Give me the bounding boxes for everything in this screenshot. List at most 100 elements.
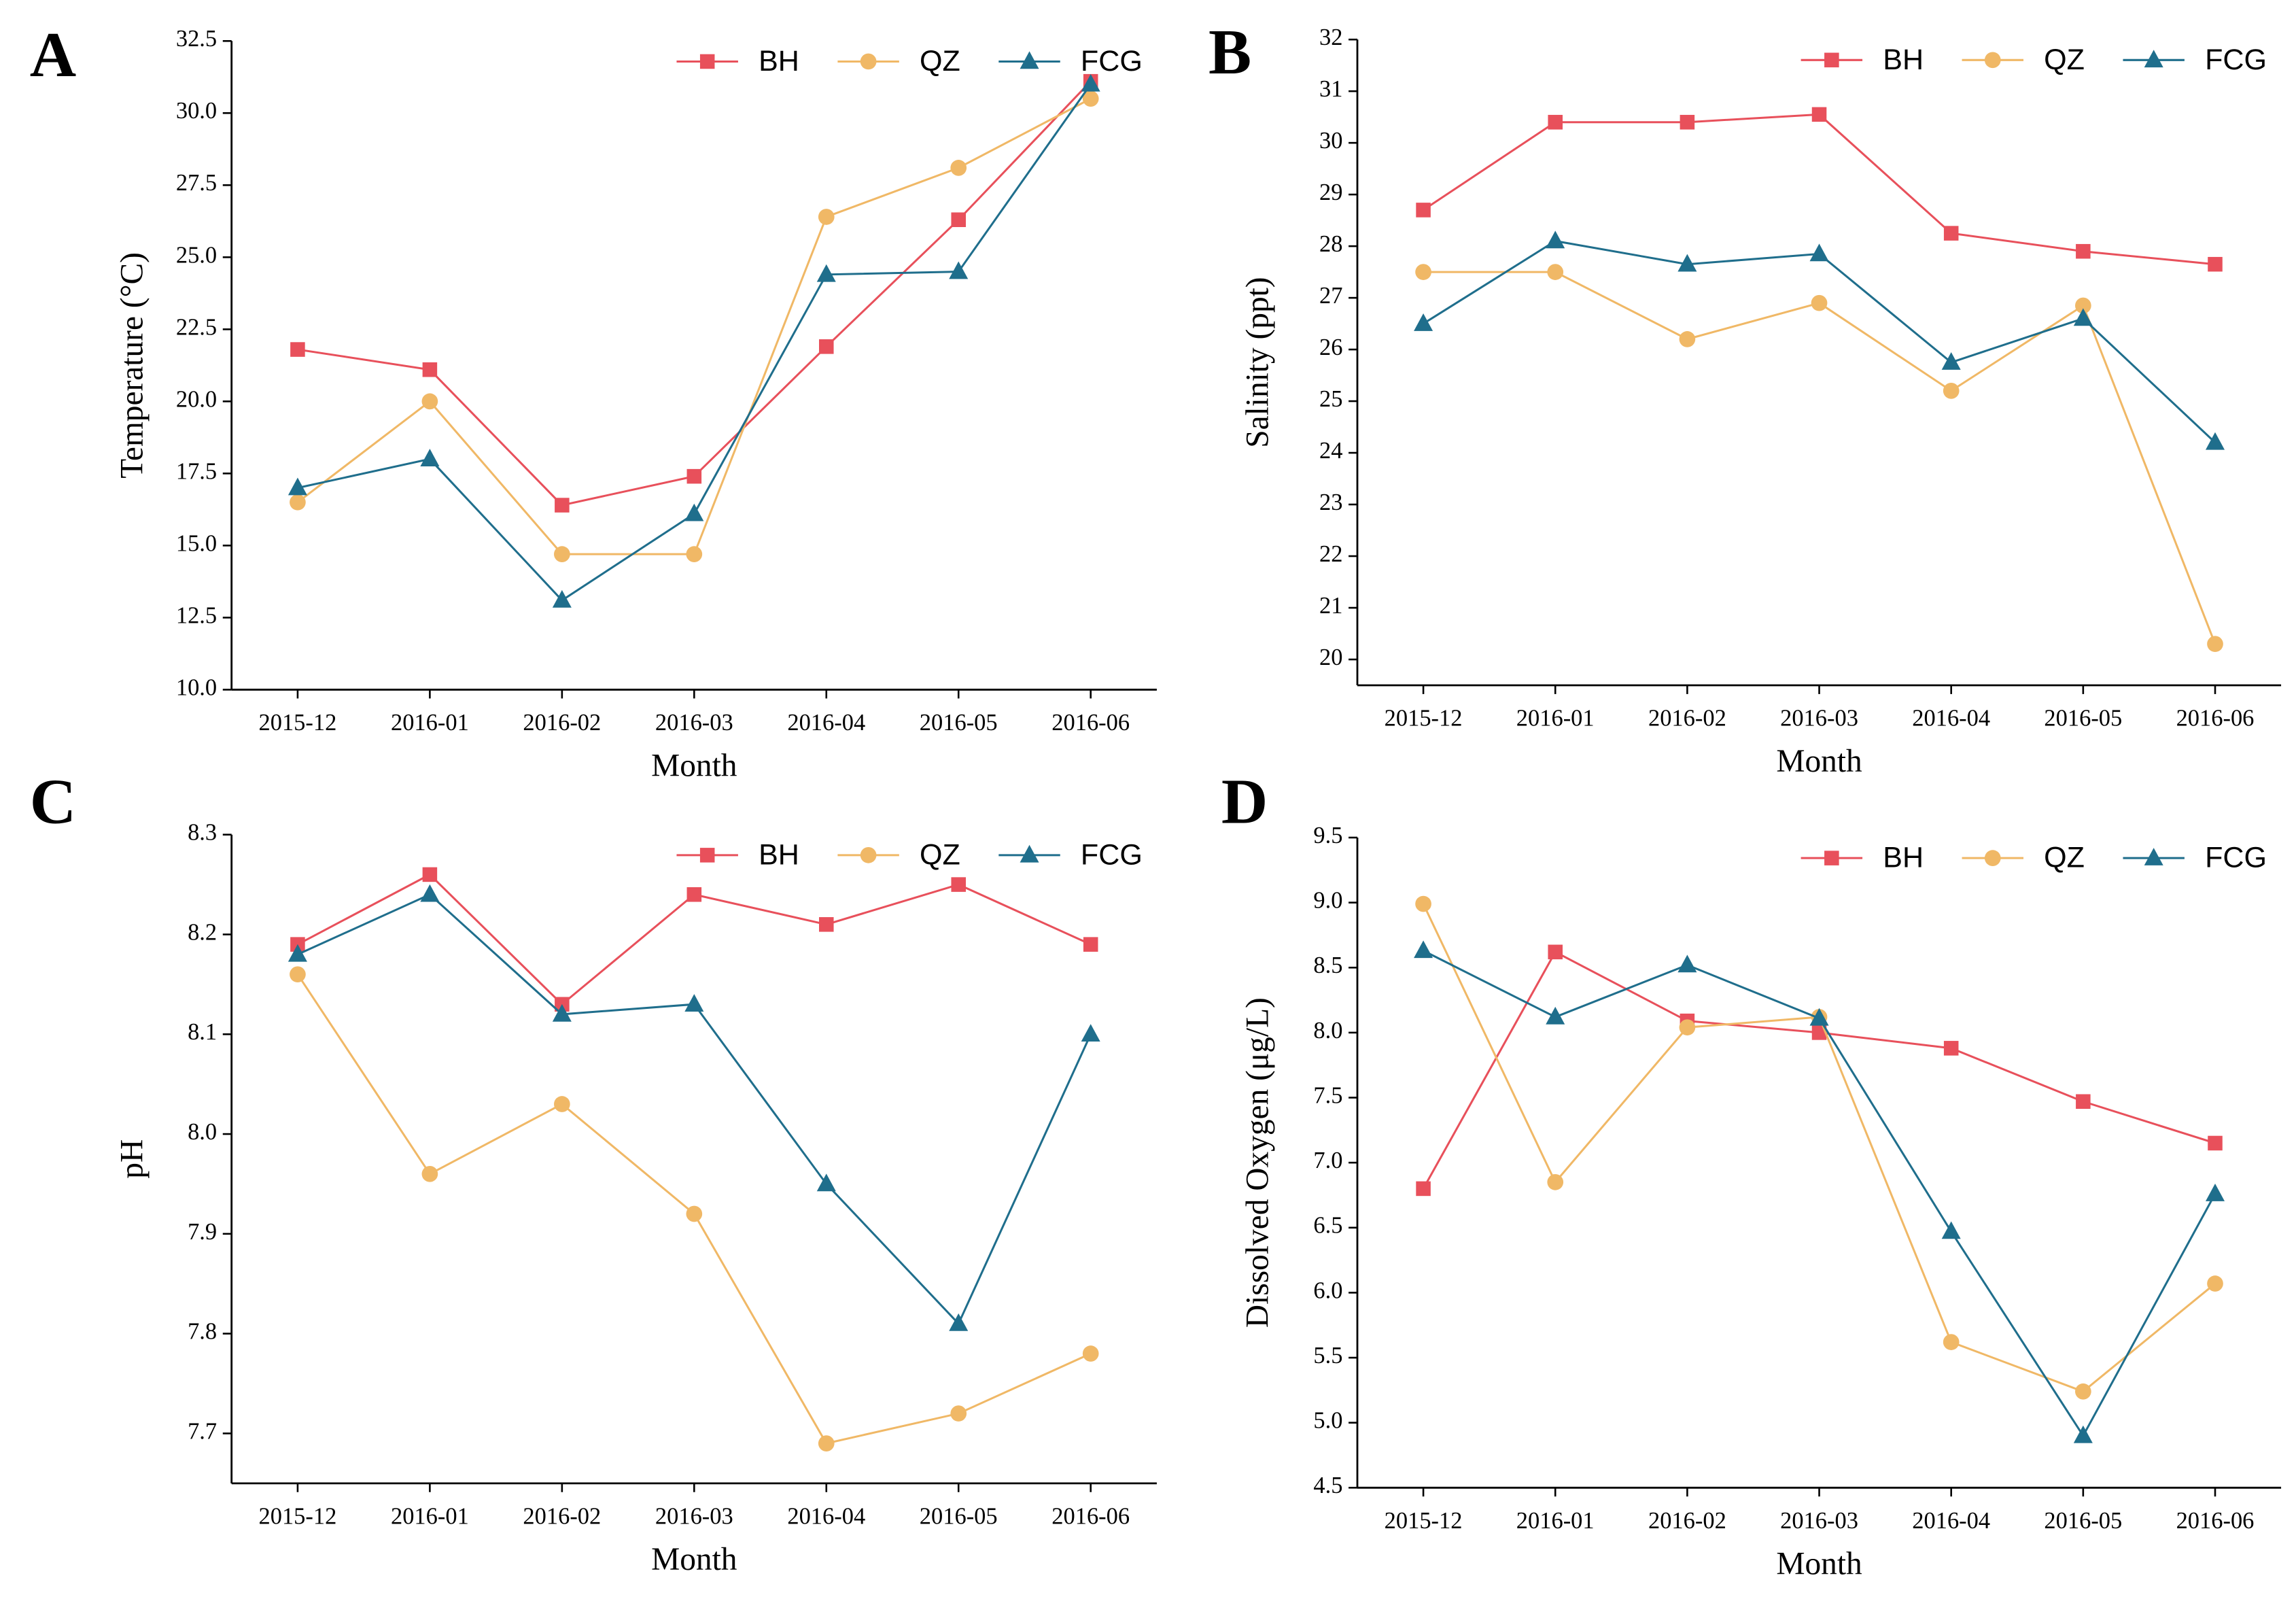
marker-circle [2075,297,2091,314]
marker-triangle [420,449,440,466]
marker-triangle [949,261,969,279]
marker-square [951,212,966,227]
marker-circle [1943,383,1960,399]
marker-circle [554,1096,570,1112]
marker-square [290,342,305,357]
marker-circle [818,1435,835,1451]
marker-triangle [552,1003,572,1022]
x-tick-label: 2016-02 [523,1503,601,1529]
marker-triangle [1081,73,1100,92]
marker-triangle [288,477,307,496]
x-tick-label: 2016-04 [1912,706,1990,732]
x-tick-label: 2016-05 [920,1503,998,1529]
marker-circle [290,494,306,511]
x-tick-label: 2016-05 [2044,1508,2122,1534]
x-tick-label: 2015-12 [259,1503,337,1529]
marker-triangle [1081,1024,1100,1042]
chart-panel: D 4.5 5.0 5.5 6.0 6.5 7.0 7.5 8.0 8.5 9.0 9.5 2015-1… [1221,767,2282,1581]
marker-circle [1679,1019,1696,1036]
y-tick-label: 22.5 [176,314,217,340]
legend-label: QZ [2044,44,2085,76]
marker-square [1083,937,1098,952]
y-tick-label: 8.5 [1313,952,1342,978]
y-tick-label: 8.0 [188,1119,217,1145]
x-tick-label: 2016-06 [1051,1503,1130,1529]
y-tick-label: 25.0 [176,242,217,268]
marker-square [951,877,966,892]
y-tick-label: 20 [1319,644,1342,670]
marker-square [1416,203,1431,218]
y-axis-title: Dissolved Oxygen (μg/L) [1240,997,1276,1328]
marker-triangle [2206,432,2225,450]
y-tick-label: 7.0 [1313,1148,1342,1173]
marker-square [1416,1181,1431,1197]
y-tick-label: 6.0 [1313,1277,1342,1303]
marker-triangle [2206,1183,2225,1201]
x-tick-label: 2016-04 [787,710,865,736]
x-tick-label: 2015-12 [259,710,337,736]
panel-label: B [1208,17,1251,88]
marker-triangle [1941,1221,1961,1239]
chart-panel: B 20 21 22 23 24 25 26 27 28 29 30 31 32 2015-12 2016-0… [1208,17,2282,779]
x-tick-label: 2016-01 [1516,1508,1595,1534]
marker-triangle [2144,848,2163,865]
y-tick-label: 6.5 [1313,1213,1342,1239]
y-tick-label: 22 [1319,541,1342,567]
y-axis-title: Temperature (°C) [114,252,150,479]
y-tick-label: 9.0 [1313,888,1342,914]
y-tick-label: 8.1 [188,1019,217,1045]
y-tick-label: 5.5 [1313,1343,1342,1369]
x-tick-label: 2016-06 [2176,1508,2255,1534]
marker-triangle [1020,844,1039,863]
x-tick-label: 2016-01 [391,710,469,736]
y-tick-label: 5.0 [1313,1408,1342,1434]
marker-circle [2207,636,2223,653]
legend-label: FCG [2205,842,2267,874]
marker-square [1680,114,1695,130]
x-tick-label: 2016-05 [2044,706,2122,732]
x-axis-title: Month [1776,744,1862,779]
marker-circle [950,1405,967,1422]
marker-square [1824,52,1839,68]
marker-triangle [684,994,704,1012]
marker-square [699,54,715,69]
marker-square [422,867,438,882]
marker-square [1943,226,1959,241]
marker-triangle [1546,1006,1565,1025]
marker-square [819,339,834,354]
x-tick-label: 2016-04 [1912,1508,1990,1534]
y-tick-label: 29 [1319,179,1342,205]
marker-circle [554,546,570,562]
series-line [1423,113,2216,266]
y-axis-title: Salinity (ppt) [1240,277,1276,447]
y-tick-label: 8.0 [1313,1018,1342,1044]
x-tick-label: 2016-01 [1516,706,1595,732]
x-tick-label: 2016-05 [920,710,998,736]
marker-triangle [1020,51,1039,69]
y-tick-label: 32 [1319,24,1342,50]
legend-label: BH [759,838,799,871]
marker-square [1548,944,1563,960]
marker-square [2076,243,2091,259]
y-tick-label: 21 [1319,593,1342,619]
y-tick-label: 7.5 [1313,1082,1342,1108]
legend-label: BH [1883,842,1924,874]
x-tick-label: 2015-12 [1385,1508,1463,1534]
marker-circle [1984,52,2001,69]
legend-label: FCG [2205,44,2267,76]
marker-circle [860,847,877,863]
y-tick-label: 31 [1319,76,1342,102]
chart-panel: C 7.7 7.8 7.9 8.0 8.1 8.2 8.3 2015-12 2016-01 2016… [30,767,1157,1577]
marker-circle [1679,331,1696,347]
y-tick-label: 30 [1319,128,1342,154]
x-axis-title: Month [651,1542,737,1577]
marker-triangle [1546,230,1565,249]
marker-circle [686,1205,703,1222]
x-axis-title: Month [651,749,737,784]
marker-triangle [949,1313,969,1331]
marker-circle [1415,264,1431,280]
marker-circle [1547,1173,1564,1190]
x-tick-label: 2016-02 [1648,706,1726,732]
legend-label: FCG [1081,45,1143,78]
